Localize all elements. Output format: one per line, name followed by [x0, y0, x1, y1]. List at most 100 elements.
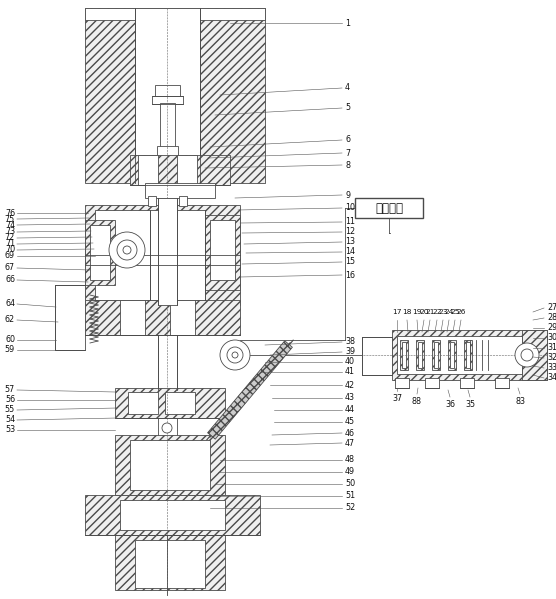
Text: 22: 22 [432, 309, 442, 315]
Bar [522, 330, 547, 380]
Text: 控制系统: 控制系统 [375, 201, 403, 214]
Bar [460, 378, 474, 388]
Bar [138, 155, 158, 185]
Bar [200, 8, 265, 183]
Text: 4: 4 [345, 83, 350, 92]
Bar [152, 96, 183, 104]
Text: 34: 34 [547, 374, 556, 383]
Text: 55: 55 [5, 406, 15, 415]
Bar [395, 378, 409, 388]
Bar [205, 215, 240, 290]
Circle shape [232, 352, 238, 358]
Bar [165, 392, 195, 414]
Text: 43: 43 [345, 394, 355, 403]
Text: 16: 16 [345, 271, 355, 280]
Circle shape [162, 423, 172, 433]
Bar [362, 337, 392, 375]
Text: 76: 76 [5, 208, 15, 217]
Text: 62: 62 [5, 316, 15, 325]
Text: 47: 47 [345, 438, 355, 447]
Text: 54: 54 [5, 416, 15, 425]
Text: 56: 56 [5, 395, 15, 404]
Bar [155, 85, 180, 103]
Text: 46: 46 [345, 428, 355, 437]
Bar [148, 196, 156, 206]
Bar [450, 342, 454, 368]
Text: 69: 69 [5, 252, 15, 261]
Text: 23: 23 [438, 309, 448, 315]
Text: 40: 40 [345, 358, 355, 367]
Text: 42: 42 [345, 380, 355, 389]
Bar [158, 198, 177, 305]
Text: 25: 25 [450, 309, 460, 315]
Bar [120, 500, 225, 530]
Bar [448, 340, 456, 370]
Text: 10: 10 [345, 204, 355, 213]
Bar [397, 336, 522, 374]
Bar [85, 300, 240, 335]
Text: 64: 64 [5, 300, 15, 308]
Bar [466, 342, 470, 368]
Bar [85, 8, 135, 183]
Text: 66: 66 [5, 276, 15, 285]
Text: 1: 1 [345, 19, 350, 28]
Bar [150, 210, 205, 300]
Bar [135, 540, 205, 588]
Text: 74: 74 [5, 220, 15, 229]
Bar [55, 285, 85, 350]
Text: 9: 9 [345, 190, 350, 199]
Text: 5: 5 [345, 104, 350, 113]
Bar [158, 335, 177, 390]
Text: 72: 72 [5, 234, 15, 243]
Text: 12: 12 [345, 228, 355, 237]
Text: 59: 59 [5, 346, 15, 355]
Bar [120, 300, 145, 335]
Bar [402, 342, 406, 368]
Text: 44: 44 [345, 406, 355, 415]
Text: 31: 31 [547, 343, 556, 352]
Bar [95, 210, 150, 300]
Circle shape [227, 347, 243, 363]
Bar [416, 340, 424, 370]
Bar [425, 378, 439, 388]
Text: 33: 33 [547, 364, 556, 373]
Text: 20: 20 [419, 309, 429, 315]
Text: 14: 14 [345, 247, 355, 256]
Polygon shape [207, 341, 292, 439]
Text: 15: 15 [345, 258, 355, 267]
Bar [177, 155, 197, 185]
Bar [157, 146, 178, 158]
Text: 50: 50 [345, 480, 355, 489]
Bar [135, 8, 200, 183]
Bar [210, 220, 235, 280]
Text: 26: 26 [456, 309, 466, 315]
Text: 70: 70 [5, 246, 15, 255]
Text: 28: 28 [547, 313, 556, 322]
Bar [495, 378, 509, 388]
Text: 60: 60 [5, 335, 15, 344]
Text: 18: 18 [402, 309, 412, 315]
Text: 21: 21 [425, 309, 435, 315]
Text: 67: 67 [5, 264, 15, 273]
Text: 52: 52 [345, 504, 355, 513]
Text: 73: 73 [5, 228, 15, 237]
Text: 45: 45 [345, 418, 355, 426]
Bar [160, 103, 175, 148]
Text: 27: 27 [547, 304, 556, 313]
Text: 32: 32 [547, 353, 556, 362]
Circle shape [117, 240, 137, 260]
Text: 29: 29 [547, 323, 556, 332]
Text: 49: 49 [345, 467, 355, 476]
Text: 17: 17 [392, 309, 402, 315]
Bar [90, 225, 110, 280]
Bar [128, 392, 158, 414]
Text: 37: 37 [392, 394, 402, 403]
Text: 48: 48 [345, 455, 355, 464]
Bar [115, 435, 225, 495]
Circle shape [109, 232, 145, 268]
Bar [355, 198, 423, 218]
Text: 24: 24 [444, 309, 454, 315]
Text: 41: 41 [345, 368, 355, 377]
Text: 75: 75 [5, 214, 15, 223]
Text: 6: 6 [345, 135, 350, 144]
